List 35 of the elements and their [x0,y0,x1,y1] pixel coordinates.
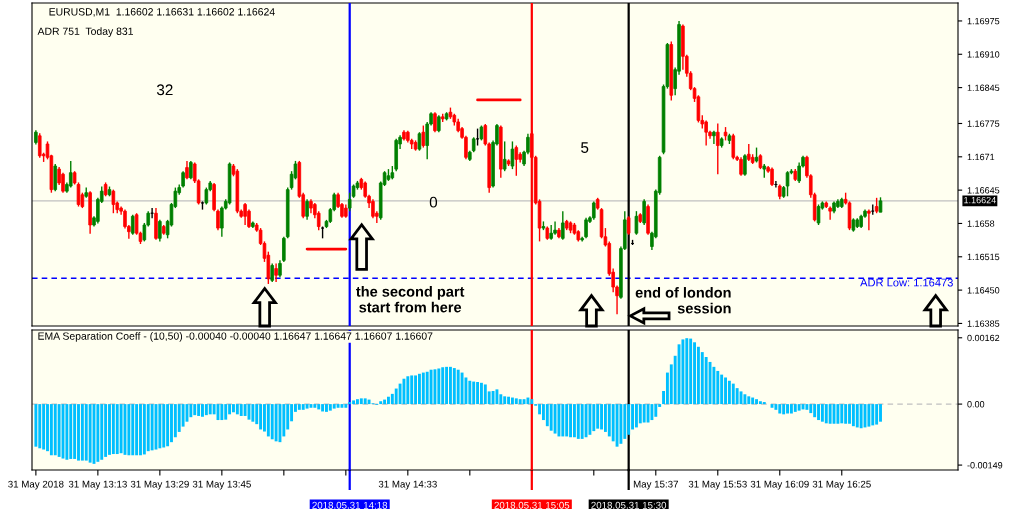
annotation: end of london session [635,287,731,314]
y-tick-label: 1.16515 [967,253,1000,261]
chart-title: EURUSD,M1 1.16602 1.16631 1.16602 1.16624 [49,8,275,17]
y-tick-label: 1.1658 [967,220,995,227]
y-tick-label: 1.16385 [967,320,1000,327]
x-tick-label: 31 May 13:45 [192,480,251,490]
x-tick-label: 31 May 16:09 [750,480,809,490]
x-tick-label: 31 May 13:29 [130,480,189,490]
chart-title: EMA Separation Coeff - (10,50) -0.00040 -0.00040 1.16647 1.16647 1.16607 1.16607 [38,332,433,342]
annotation: 0 [429,196,438,208]
y-tick-label: 0.00 [967,401,985,408]
x-tick-label: 31 May 16:25 [812,480,871,490]
annotation: 32 [156,84,173,96]
ref-line-label: 2018.05.31 15:05 [494,501,570,509]
y-tick-label: 1.16975 [967,17,1000,25]
x-tick-label: May 15:37 [633,480,678,490]
x-tick-label: 31 May 15:53 [688,480,747,490]
text: ADR 751 Today 831 [37,27,133,37]
y-tick-label: -0.00149 [967,462,1003,469]
ref-line-label: 1.16624 [964,196,996,204]
x-tick-label: 31 May 14:33 [378,480,437,490]
y-tick-label: 0.00162 [967,334,1000,342]
y-tick-label: 1.16775 [967,120,1000,127]
y-tick-label: 1.1671 [967,153,995,161]
y-tick-label: 1.16645 [967,187,1000,194]
annotation: the second part start from here [356,286,465,313]
y-tick-label: 1.16910 [967,51,1000,58]
x-tick-label: 31 May 13:13 [68,480,127,490]
y-tick-label: 1.16450 [967,287,1000,294]
annotation: 5 [581,142,589,153]
y-tick-label: 1.16845 [967,84,1000,91]
ref-line-label: ADR Low: 1.16473 [860,278,953,287]
ref-line-label: 2018.05.31 14:18 [312,501,388,509]
ref-line-label: 2018.05.31 15:30 [591,501,667,509]
x-tick-label: 31 May 2018 [8,480,64,490]
